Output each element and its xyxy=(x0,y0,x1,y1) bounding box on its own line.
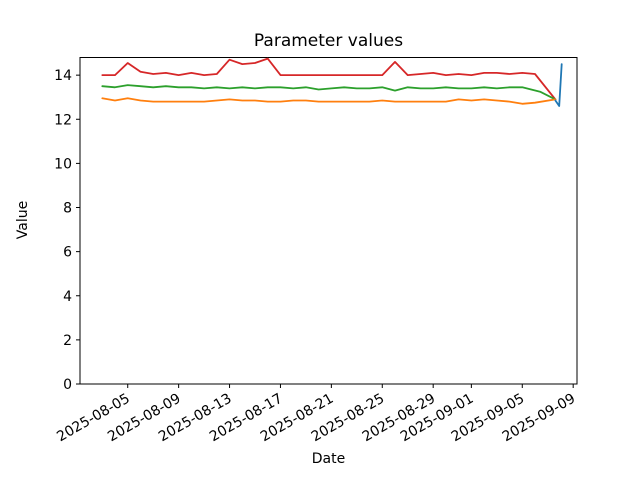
axes-frame xyxy=(79,57,578,385)
y-tick-label: 4 xyxy=(63,289,72,305)
y-tick-label: 6 xyxy=(63,245,72,261)
series-line-red xyxy=(101,57,557,101)
y-tick-label: 12 xyxy=(54,112,72,128)
y-tick-label: 10 xyxy=(54,156,72,172)
series-line-orange xyxy=(101,97,557,105)
x-axis-label: Date xyxy=(311,451,346,467)
y-tick-label: 0 xyxy=(63,377,72,393)
y-tick-label: 2 xyxy=(63,333,72,349)
y-tick-label: 8 xyxy=(63,201,72,217)
chart-title: Parameter values xyxy=(253,31,404,51)
series-line-blue xyxy=(554,63,563,107)
series-line-green xyxy=(101,84,557,101)
y-tick-label: 14 xyxy=(54,68,72,84)
